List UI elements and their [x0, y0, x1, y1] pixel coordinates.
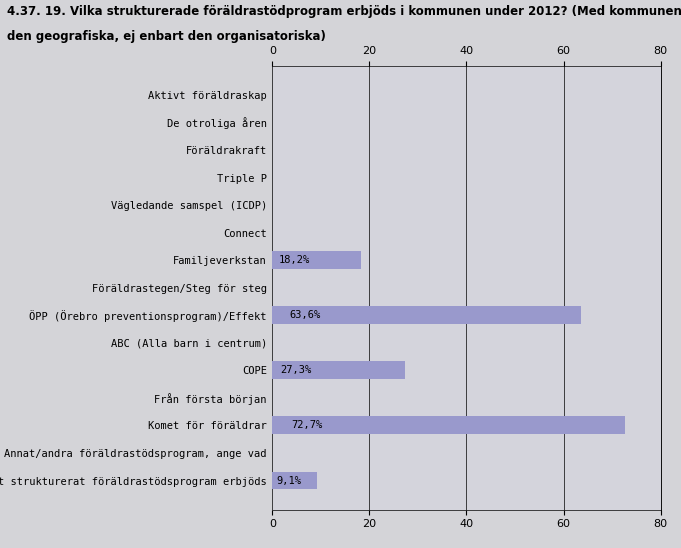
- Bar: [272, 251, 361, 269]
- Text: 72,7%: 72,7%: [291, 420, 323, 430]
- Text: 18,2%: 18,2%: [279, 255, 310, 265]
- Text: 27,3%: 27,3%: [281, 366, 312, 375]
- Bar: [272, 472, 317, 489]
- Bar: [272, 306, 581, 324]
- Text: den geografiska, ej enbart den organisatoriska): den geografiska, ej enbart den organisat…: [7, 30, 326, 43]
- Bar: [272, 361, 405, 379]
- Text: 4.37. 19. Vilka strukturerade föräldrastödprogram erbjöds i kommunen under 2012?: 4.37. 19. Vilka strukturerade föräldrast…: [7, 5, 681, 19]
- Text: 63,6%: 63,6%: [289, 310, 321, 320]
- Text: 9,1%: 9,1%: [276, 476, 301, 486]
- Bar: [272, 416, 625, 435]
